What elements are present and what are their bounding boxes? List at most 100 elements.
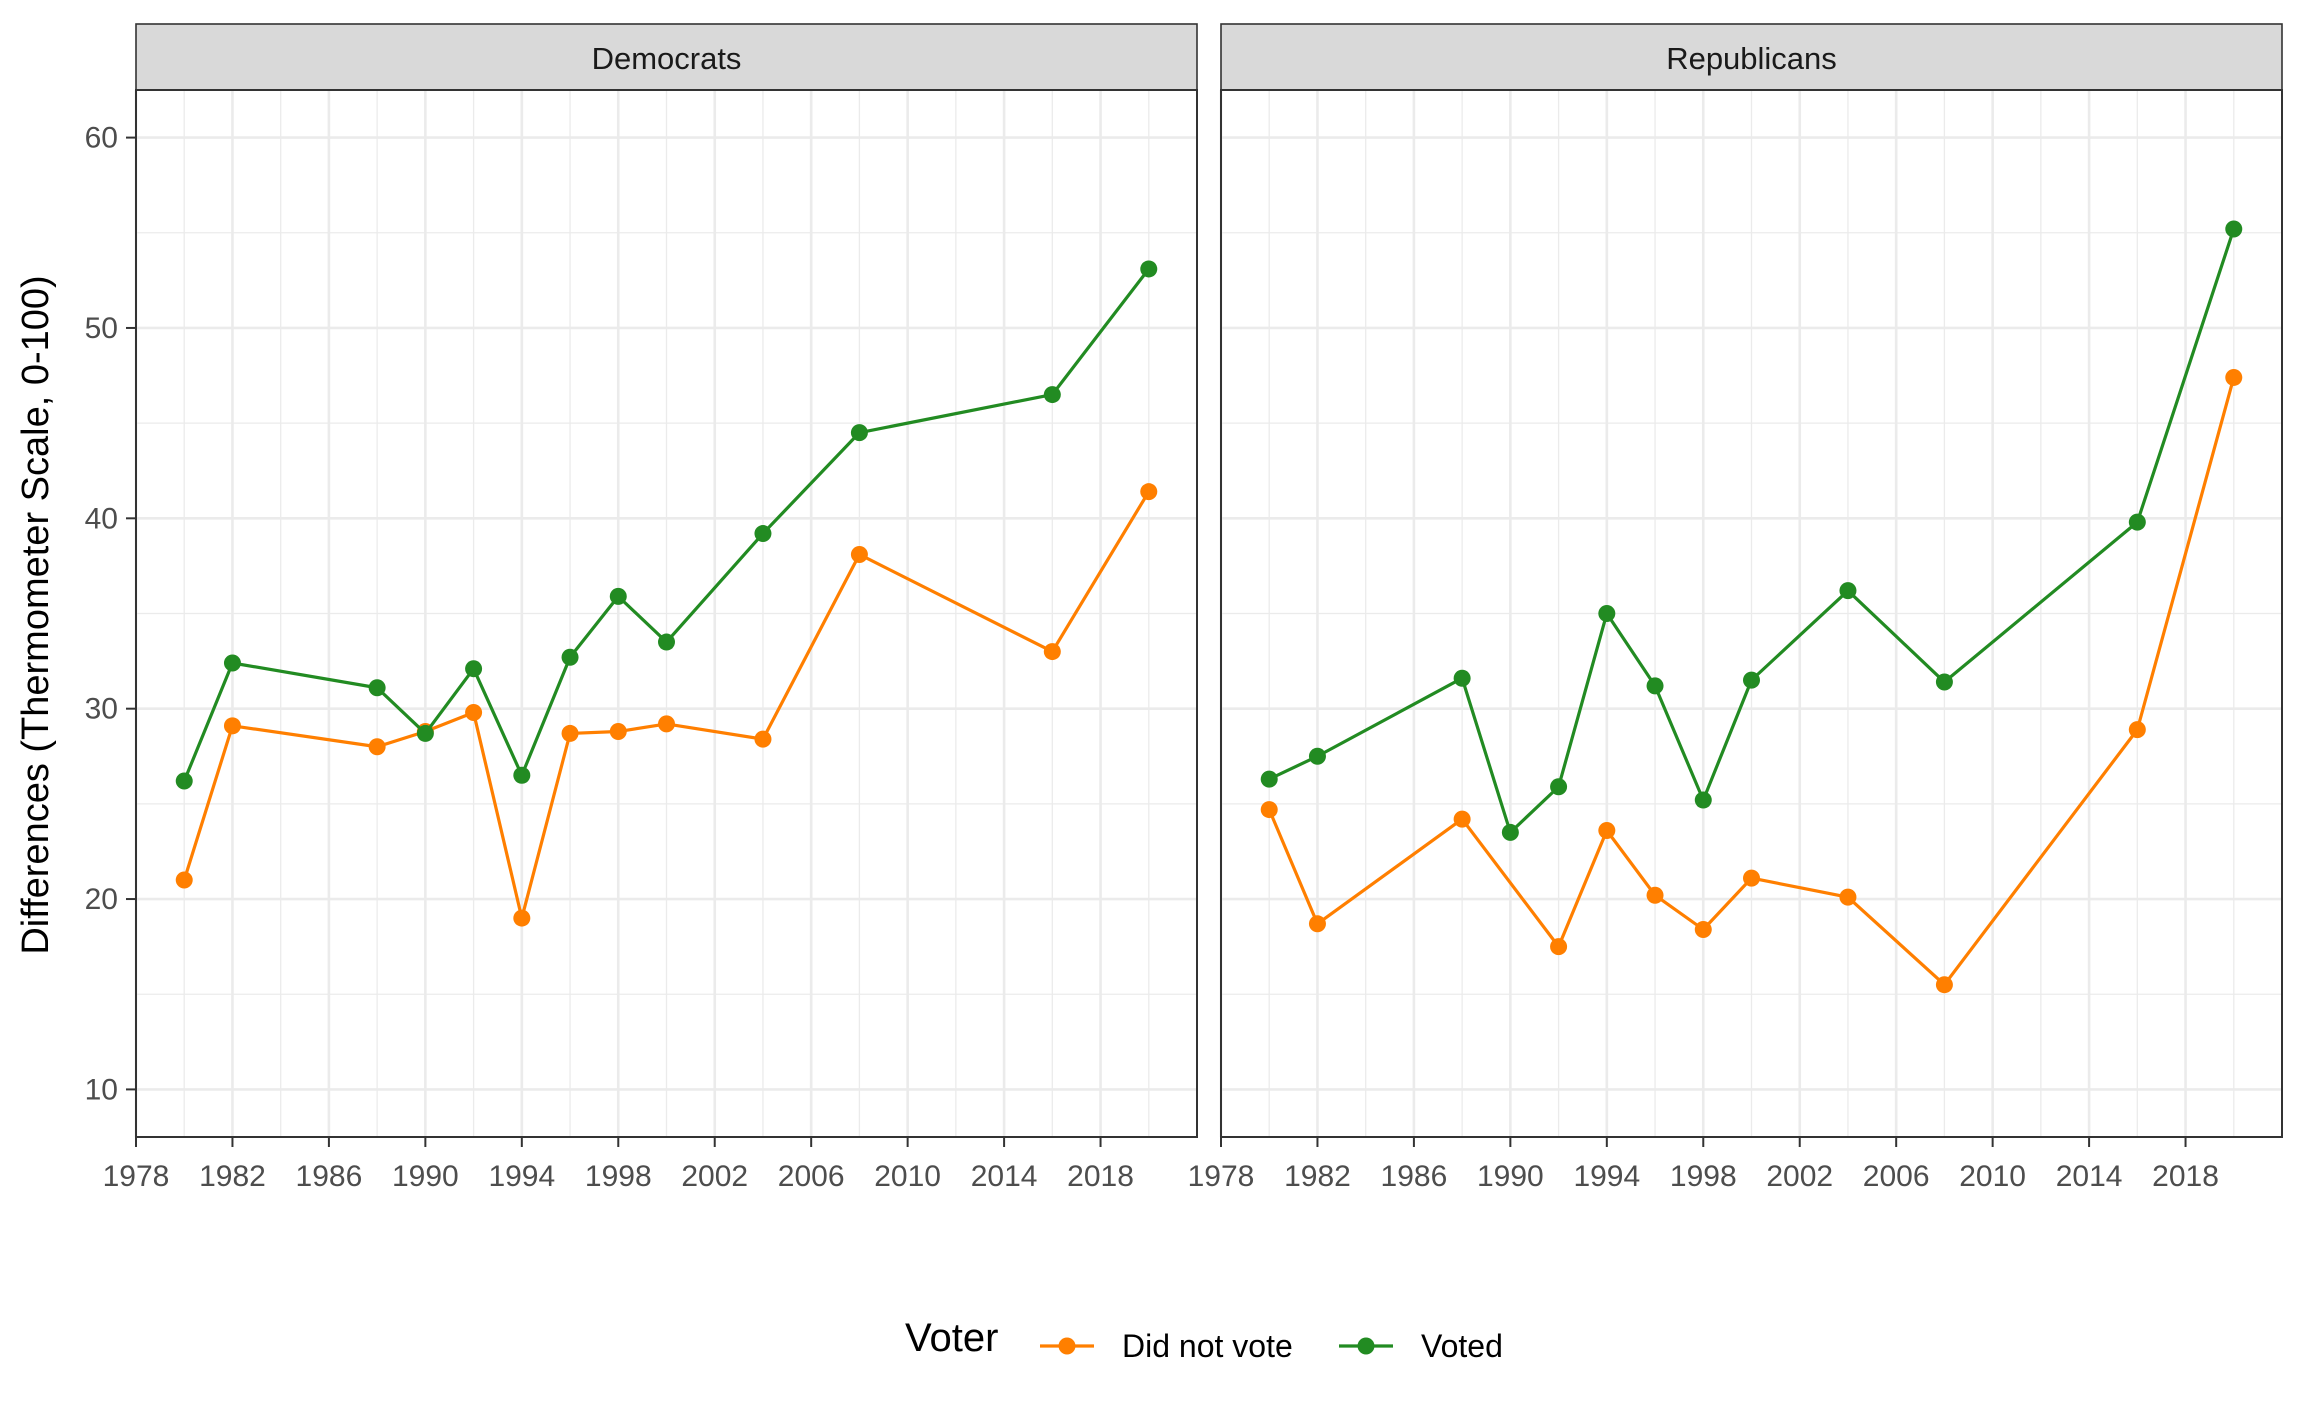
x-tick-label: 2014: [971, 1160, 1038, 1193]
y-tick-label: 10: [85, 1073, 118, 1106]
legend-items: Did not vote Voted: [1040, 1328, 1503, 1364]
y-tick-label: 50: [85, 312, 118, 345]
data-point: [1935, 673, 1953, 691]
data-point: [1550, 778, 1568, 796]
x-tick-label: 1990: [392, 1160, 459, 1193]
data-point: [1140, 260, 1158, 278]
y-tick-label: 30: [85, 693, 118, 726]
x-tick-label: 1986: [296, 1160, 363, 1193]
data-point: [513, 766, 531, 784]
data-point: [465, 703, 483, 721]
y-tick-label: 20: [85, 883, 118, 916]
facet-label: Republicans: [1666, 41, 1837, 76]
data-point: [2225, 368, 2243, 386]
data-point: [2128, 513, 2146, 531]
data-point: [175, 772, 193, 790]
chart-panels: Democrats 1978 1982 1986 1990 1994 1998 2002 200…: [85, 23, 2283, 1193]
data-point: [1598, 822, 1616, 840]
data-point: [1043, 386, 1061, 404]
data-point: [1743, 869, 1760, 887]
legend-key-point: [1357, 1337, 1375, 1355]
x-tick-label: 1978: [103, 1160, 170, 1193]
y-axis: 10 20 30 40 50 60: [85, 122, 136, 1106]
series-voted: [1260, 220, 2243, 841]
legend-item-did-not-vote: Did not vote: [1040, 1328, 1293, 1364]
data-point: [1839, 582, 1857, 600]
data-point: [416, 724, 434, 742]
data-point: [1598, 605, 1616, 622]
legend: Voter Did not vote Voted: [905, 1316, 1503, 1364]
data-point: [368, 738, 386, 756]
x-tick-label: 2010: [1959, 1160, 2026, 1193]
data-point: [1839, 888, 1857, 906]
data-point: [754, 525, 772, 543]
data-point: [561, 724, 579, 742]
data-point: [223, 654, 241, 672]
y-axis-title: Differences (Thermometer Scale, 0-100): [15, 275, 57, 954]
data-point: [1646, 677, 1664, 695]
data-point: [1308, 747, 1326, 765]
data-point: [1501, 823, 1519, 841]
data-point: [1694, 921, 1712, 939]
x-tick-label: 1998: [585, 1160, 652, 1193]
data-point: [1453, 810, 1471, 828]
legend-key-point: [1058, 1337, 1076, 1355]
x-tick-label: 2006: [778, 1160, 845, 1193]
panel-border: [1220, 89, 2283, 1138]
legend-title: Voter: [905, 1316, 998, 1360]
x-tick-label: 2014: [2056, 1160, 2123, 1193]
data-point: [1043, 643, 1061, 661]
data-point: [850, 545, 868, 563]
series-line: [1267, 377, 2236, 987]
data-point: [2128, 721, 2146, 739]
data-point: [609, 587, 627, 605]
data-point: [1646, 886, 1664, 904]
facet-label: Democrats: [592, 41, 742, 76]
x-axis: 1978 1982 1986 1990 1994 1998 2002 2006 2010 2014…: [1188, 1137, 2219, 1193]
x-tick-label: 1994: [488, 1160, 555, 1193]
data-point: [609, 723, 627, 741]
data-point: [368, 679, 386, 697]
panel-republicans: Republicans 1978 1982 1986 1990 1994 1998 2002 2…: [1188, 23, 2283, 1193]
x-tick-label: 2002: [681, 1160, 748, 1193]
data-point: [658, 715, 675, 733]
x-tick-label: 2018: [2152, 1160, 2219, 1193]
series-voted: [175, 260, 1158, 790]
x-tick-label: 1982: [1284, 1160, 1351, 1193]
data-point: [1550, 938, 1568, 956]
legend-item-voted: Voted: [1339, 1328, 1503, 1364]
y-tick-label: 60: [85, 122, 118, 155]
data-point: [1453, 669, 1471, 687]
data-point: [223, 717, 241, 735]
legend-label: Voted: [1421, 1328, 1503, 1364]
x-tick-label: 1990: [1477, 1160, 1544, 1193]
y-tick-label: 40: [85, 502, 118, 535]
x-tick-label: 2010: [874, 1160, 941, 1193]
panel-democrats: Democrats 1978 1982 1986 1990 1994 1998 2002 200…: [85, 23, 1198, 1193]
x-tick-label: 1978: [1188, 1160, 1255, 1193]
gridlines: [134, 90, 1197, 1137]
x-tick-label: 1998: [1670, 1160, 1737, 1193]
data-point: [850, 424, 868, 442]
legend-label: Did not vote: [1122, 1328, 1293, 1364]
data-point: [175, 871, 193, 889]
data-point: [1260, 801, 1278, 819]
data-point: [465, 660, 483, 678]
facet-strip: [1220, 23, 2283, 91]
x-tick-label: 2006: [1863, 1160, 1930, 1193]
data-point: [1935, 976, 1953, 994]
data-point: [1140, 483, 1158, 501]
data-point: [513, 909, 531, 927]
x-tick-label: 2002: [1766, 1160, 1833, 1193]
x-tick-label: 2018: [1067, 1160, 1134, 1193]
facet-strip: [135, 23, 1198, 91]
x-tick-label: 1986: [1381, 1160, 1448, 1193]
data-point: [1743, 671, 1760, 689]
x-tick-label: 1994: [1573, 1160, 1640, 1193]
data-point: [754, 730, 772, 748]
data-point: [1694, 791, 1712, 809]
data-point: [658, 633, 675, 651]
series-did-not-vote: [1260, 368, 2243, 994]
x-axis: 1978 1982 1986 1990 1994 1998 2002 2006 2010 2014…: [103, 1137, 1134, 1193]
